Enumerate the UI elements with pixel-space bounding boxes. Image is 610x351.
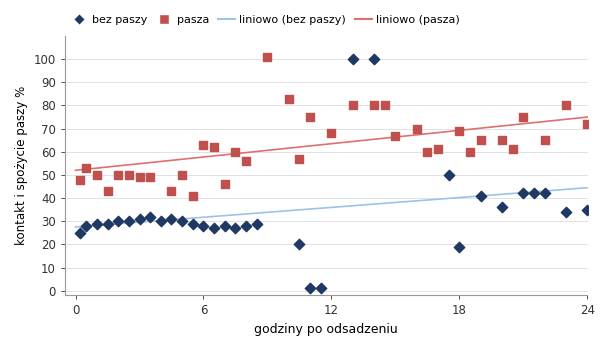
Point xyxy=(242,158,251,164)
Point xyxy=(380,102,390,108)
Point xyxy=(497,137,507,143)
Point xyxy=(412,126,422,131)
Point xyxy=(113,172,123,178)
Point xyxy=(167,188,176,194)
Point xyxy=(81,223,91,229)
Point xyxy=(102,188,112,194)
Point xyxy=(220,181,230,187)
Point xyxy=(199,223,209,229)
Point xyxy=(540,137,550,143)
Point xyxy=(209,144,219,150)
Point xyxy=(497,205,507,210)
Point xyxy=(178,172,187,178)
Point xyxy=(135,174,145,180)
Point xyxy=(390,133,400,138)
Point xyxy=(476,137,486,143)
Point xyxy=(178,218,187,224)
Point xyxy=(295,241,304,247)
Point xyxy=(316,286,326,291)
Point xyxy=(369,56,379,62)
Point xyxy=(529,191,539,196)
Point xyxy=(188,221,198,226)
Point xyxy=(305,114,315,120)
Point xyxy=(188,193,198,199)
Point xyxy=(145,174,155,180)
Point xyxy=(145,214,155,219)
Point xyxy=(348,102,357,108)
Point xyxy=(540,191,550,196)
Point xyxy=(423,149,432,154)
Point xyxy=(583,207,592,212)
Point xyxy=(583,121,592,127)
Point xyxy=(220,223,230,229)
Point xyxy=(231,225,240,231)
Point xyxy=(113,218,123,224)
Point xyxy=(81,165,91,171)
Point xyxy=(518,114,528,120)
Point xyxy=(454,244,464,250)
Point xyxy=(124,172,134,178)
X-axis label: godziny po odsadzeniu: godziny po odsadzeniu xyxy=(254,323,398,336)
Point xyxy=(465,149,475,154)
Point xyxy=(561,102,571,108)
Point xyxy=(518,191,528,196)
Point xyxy=(433,147,443,152)
Point xyxy=(92,172,102,178)
Point xyxy=(135,216,145,222)
Point xyxy=(305,286,315,291)
Point xyxy=(326,131,336,136)
Point xyxy=(242,223,251,229)
Point xyxy=(508,147,518,152)
Point xyxy=(454,128,464,134)
Point xyxy=(252,221,262,226)
Point xyxy=(124,218,134,224)
Point xyxy=(75,230,85,236)
Point xyxy=(92,221,102,226)
Point xyxy=(167,216,176,222)
Y-axis label: kontakt i spożycie paszy %: kontakt i spożycie paszy % xyxy=(15,86,28,245)
Point xyxy=(444,172,454,178)
Point xyxy=(156,218,166,224)
Point xyxy=(369,102,379,108)
Point xyxy=(348,56,357,62)
Point xyxy=(231,149,240,154)
Point xyxy=(263,54,273,60)
Point xyxy=(75,177,85,183)
Legend: bez paszy, pasza, liniowo (bez paszy), liniowo (pasza): bez paszy, pasza, liniowo (bez paszy), l… xyxy=(70,15,460,25)
Point xyxy=(295,156,304,161)
Point xyxy=(476,193,486,199)
Point xyxy=(102,221,112,226)
Point xyxy=(561,209,571,215)
Point xyxy=(199,142,209,148)
Point xyxy=(209,225,219,231)
Point xyxy=(284,96,293,101)
